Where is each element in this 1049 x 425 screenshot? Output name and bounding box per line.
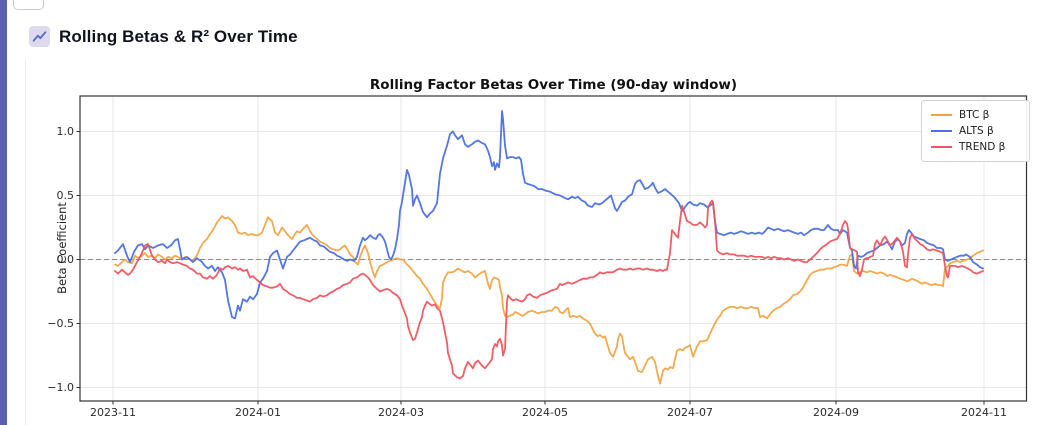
legend-label: ALTS β <box>959 125 994 137</box>
page-title: Rolling Betas & R² Over Time <box>59 26 298 46</box>
legend-line-swatch <box>931 130 952 132</box>
x-tick-label: 2024-05 <box>522 406 568 419</box>
x-tick-label: 2024-09 <box>813 406 859 419</box>
x-tick-label: 2024-03 <box>378 406 424 419</box>
x-tick-label: 2024-11 <box>961 406 1007 419</box>
legend-label: TREND β <box>959 141 1006 153</box>
legend-item: BTC β <box>931 107 1021 123</box>
x-tick-label: 2024-07 <box>667 406 713 419</box>
chart-title: Rolling Factor Betas Over Time (90-day w… <box>369 77 738 93</box>
y-tick-label: −0.5 <box>47 316 74 330</box>
section-header: Rolling Betas & R² Over Time <box>29 26 298 47</box>
legend-item: ALTS β <box>931 123 1021 139</box>
legend-line-swatch <box>931 146 952 148</box>
left-accent-bar <box>0 0 7 425</box>
y-tick-label: −1.0 <box>47 380 74 394</box>
legend-label: BTC β <box>959 109 990 121</box>
y-tick-label: 0.5 <box>56 188 75 202</box>
card-edge-divider <box>25 60 26 425</box>
chart-legend: BTC β ALTS β TREND β <box>921 100 1030 162</box>
y-tick-label: 1.0 <box>56 124 75 138</box>
legend-line-swatch <box>931 114 952 116</box>
chart-increasing-icon <box>29 26 50 47</box>
x-tick-label: 2024-01 <box>235 406 281 419</box>
x-tick-label: 2023-11 <box>90 406 136 419</box>
top-tab-fragment <box>13 0 44 10</box>
y-tick-label: 0.0 <box>56 252 75 266</box>
legend-item: TREND β <box>931 139 1021 155</box>
